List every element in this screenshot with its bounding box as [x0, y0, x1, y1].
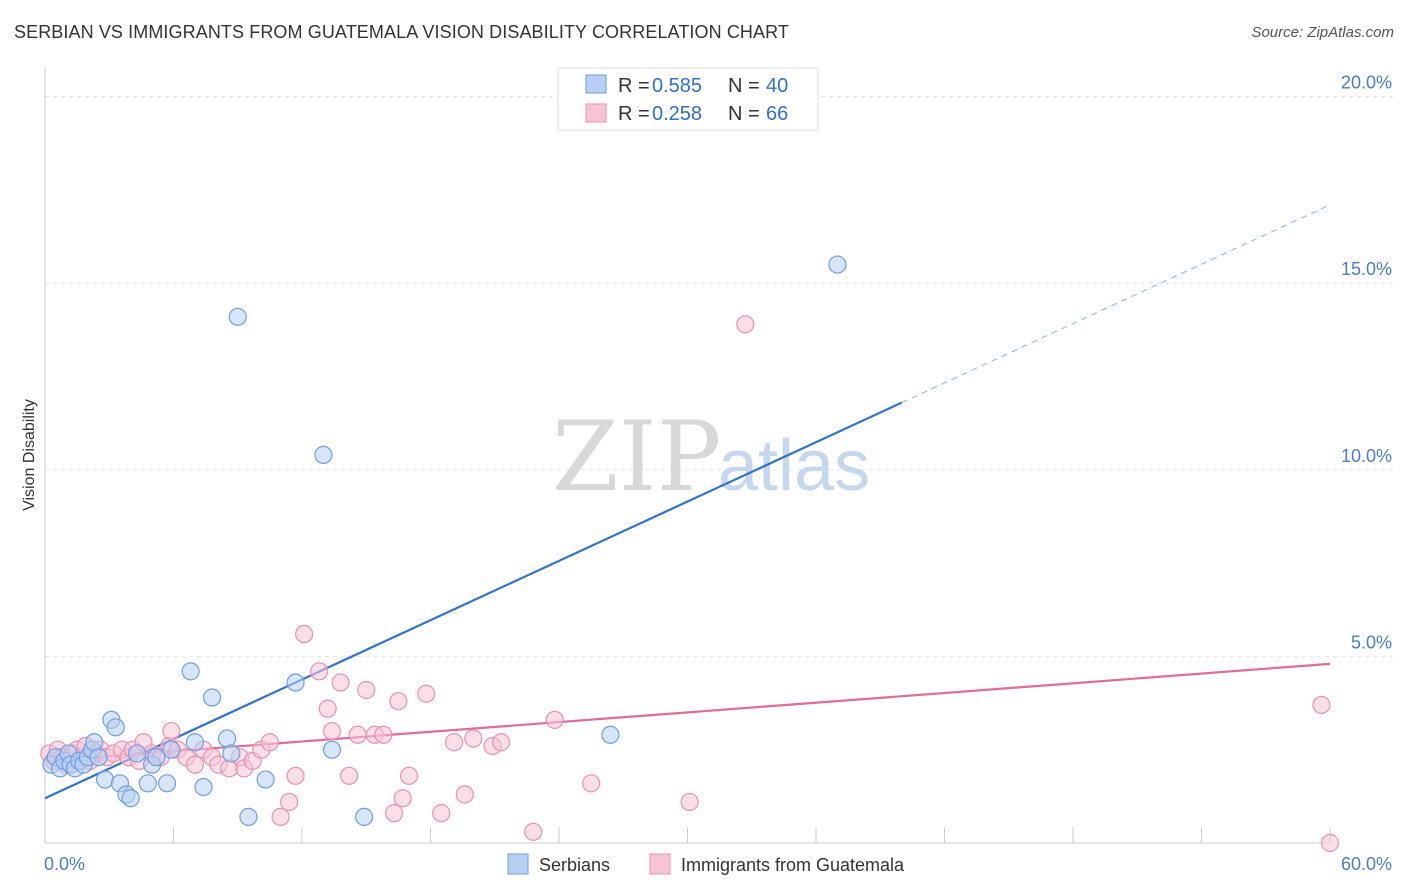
point-serbians-32: [239, 807, 258, 826]
source-label: Source: ZipAtlas.com: [1251, 24, 1394, 41]
point-serbians-31: [228, 307, 247, 326]
legend-r-label-serbians: R =: [618, 75, 650, 97]
point-serbians-37: [355, 807, 374, 826]
point-guatemala-56: [464, 729, 483, 748]
axes: [44, 68, 1331, 844]
bottom-legend-guatemala: Immigrants from Guatemala: [681, 855, 905, 875]
legend-r-serbians: 0.585: [652, 75, 702, 97]
point-guatemala-34: [260, 733, 279, 752]
point-guatemala-42: [331, 673, 350, 692]
top-legend: R = 0.585 N = 40 R = 0.258 N = 66: [557, 67, 819, 131]
point-guatemala-62: [680, 792, 699, 812]
point-guatemala-60: [545, 710, 564, 729]
chart-title: SERBIAN VS IMMIGRANTS FROM GUATEMALA VIS…: [14, 22, 789, 42]
point-serbians-23: [157, 774, 177, 793]
trend-line-serbians: [44, 401, 903, 800]
point-guatemala-40: [318, 699, 337, 718]
legend-n-guatemala: 66: [766, 103, 788, 125]
point-serbians-29: [217, 729, 237, 748]
y-tick-label-0: 5.0%: [1351, 632, 1392, 652]
y-tick-labels: 5.0% 10.0% 15.0% 20.0%: [1341, 73, 1392, 653]
bottom-legend: Serbians Immigrants from Guatemala: [507, 853, 905, 875]
point-guatemala-49: [389, 692, 408, 711]
point-guatemala-52: [417, 684, 436, 703]
point-guatemala-44: [348, 725, 367, 744]
watermark-atlas: atlas: [718, 426, 870, 506]
point-guatemala-53: [432, 804, 451, 823]
point-serbians-15: [106, 718, 125, 737]
point-serbians-13: [95, 770, 115, 789]
point-guatemala-25: [185, 755, 205, 774]
bottom-legend-swatch-serbians: [507, 853, 529, 875]
watermark-zip: ZIP: [552, 401, 721, 513]
x-tick-label-1: 60.0%: [1341, 854, 1392, 874]
point-guatemala-50: [393, 789, 412, 808]
point-guatemala-65: [1320, 833, 1340, 853]
legend-swatch-guatemala: [585, 103, 607, 123]
x-tick-label-0: 0.0%: [44, 854, 85, 874]
trend-line-guatemala: [44, 662, 1331, 762]
point-guatemala-39: [310, 662, 329, 681]
point-serbians-39: [828, 255, 847, 274]
x-tick-labels: 0.0% 60.0%: [44, 854, 1392, 874]
legend-r-guatemala: 0.258: [652, 103, 702, 125]
point-guatemala-41: [322, 721, 342, 741]
point-guatemala-37: [286, 766, 305, 785]
point-guatemala-35: [271, 807, 290, 826]
y-tick-label-2: 15.0%: [1341, 259, 1392, 279]
point-serbians-27: [194, 777, 213, 797]
point-serbians-33: [256, 770, 275, 789]
legend-n-label-serbians: N =: [728, 75, 760, 97]
point-guatemala-59: [524, 822, 543, 841]
point-guatemala-45: [357, 680, 376, 700]
point-serbians-18: [121, 789, 140, 808]
point-serbians-30: [222, 744, 241, 763]
y-tick-label-1: 10.0%: [1341, 446, 1392, 466]
point-guatemala-51: [399, 766, 419, 785]
point-guatemala-47: [374, 725, 393, 744]
trend-line-serbians-extension: [901, 204, 1331, 404]
point-serbians-34: [286, 673, 305, 692]
point-serbians-12: [89, 748, 108, 767]
grid-lines: [45, 96, 1395, 657]
y-axis-label: Vision Disability: [21, 399, 38, 511]
bottom-legend-serbians: Serbians: [539, 855, 610, 875]
point-guatemala-58: [492, 733, 511, 752]
point-serbians-28: [202, 688, 222, 707]
point-serbians-35: [314, 445, 333, 465]
bottom-legend-swatch-guatemala: [649, 853, 671, 875]
legend-n-label-guatemala: N =: [728, 103, 760, 125]
legend-swatch-serbians: [585, 74, 607, 94]
data-points: [40, 255, 1340, 853]
point-serbians-38: [601, 725, 620, 744]
point-serbians-22: [147, 748, 166, 767]
point-serbians-20: [138, 774, 157, 793]
legend-n-serbians: 40: [766, 75, 788, 97]
legend-r-label-guatemala: R =: [618, 103, 650, 125]
point-guatemala-54: [444, 733, 464, 752]
point-serbians-11: [85, 733, 104, 752]
point-guatemala-64: [1312, 695, 1331, 715]
point-serbians-25: [181, 662, 200, 681]
trend-lines: [44, 204, 1331, 800]
point-serbians-36: [322, 740, 342, 759]
point-guatemala-43: [340, 766, 359, 785]
point-guatemala-61: [582, 774, 601, 793]
y-tick-label-3: 20.0%: [1341, 73, 1392, 93]
point-guatemala-48: [384, 804, 404, 823]
point-serbians-24: [162, 740, 181, 759]
point-guatemala-22: [162, 721, 181, 741]
point-guatemala-36: [280, 792, 299, 812]
point-guatemala-63: [736, 315, 755, 334]
point-serbians-26: [185, 733, 205, 752]
point-guatemala-38: [295, 624, 314, 644]
watermark: ZIP atlas: [552, 401, 870, 513]
point-guatemala-55: [455, 785, 474, 804]
point-serbians-19: [127, 744, 147, 763]
